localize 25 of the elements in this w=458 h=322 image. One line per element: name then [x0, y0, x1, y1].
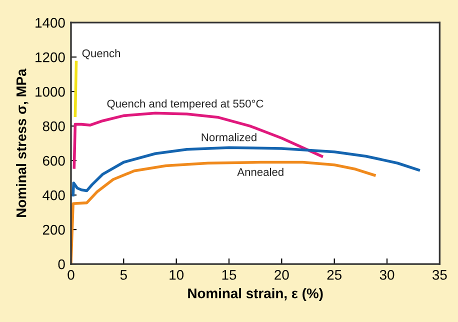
y-tick-label: 1200: [36, 52, 65, 62]
y-tick-label: 400: [42, 190, 65, 200]
x-tick-label: 5: [120, 270, 127, 280]
line-series: [70, 160, 376, 264]
line-series: [72, 112, 324, 169]
x-tick-label: 20: [274, 270, 289, 280]
y-tick-label: 600: [42, 156, 65, 166]
x-tick-label: 30: [380, 270, 394, 280]
series-label: Quench: [82, 49, 120, 60]
y-axis-title: Nominal stress σ, MPa: [16, 68, 28, 217]
series-label: Annealed: [237, 168, 284, 176]
series-label: Quench and tempered at 550°C: [107, 99, 264, 110]
y-tick-label: 1400: [36, 18, 65, 28]
line-series: [72, 146, 420, 196]
y-tick-label: 200: [42, 224, 65, 235]
x-tick-label: 25: [327, 270, 342, 280]
x-tick-label: 10: [170, 270, 184, 280]
series-label: Normalized: [202, 133, 256, 142]
x-tick-label: 0: [68, 270, 74, 280]
y-tick-label: 1000: [36, 86, 65, 97]
y-tick-label: 800: [42, 121, 65, 132]
x-tick-label: 35: [432, 270, 447, 280]
x-tick-label: 15: [222, 270, 236, 280]
x-axis-title: Nominal strain, ε (%): [188, 288, 323, 302]
y-tick-label: 0: [58, 259, 65, 270]
